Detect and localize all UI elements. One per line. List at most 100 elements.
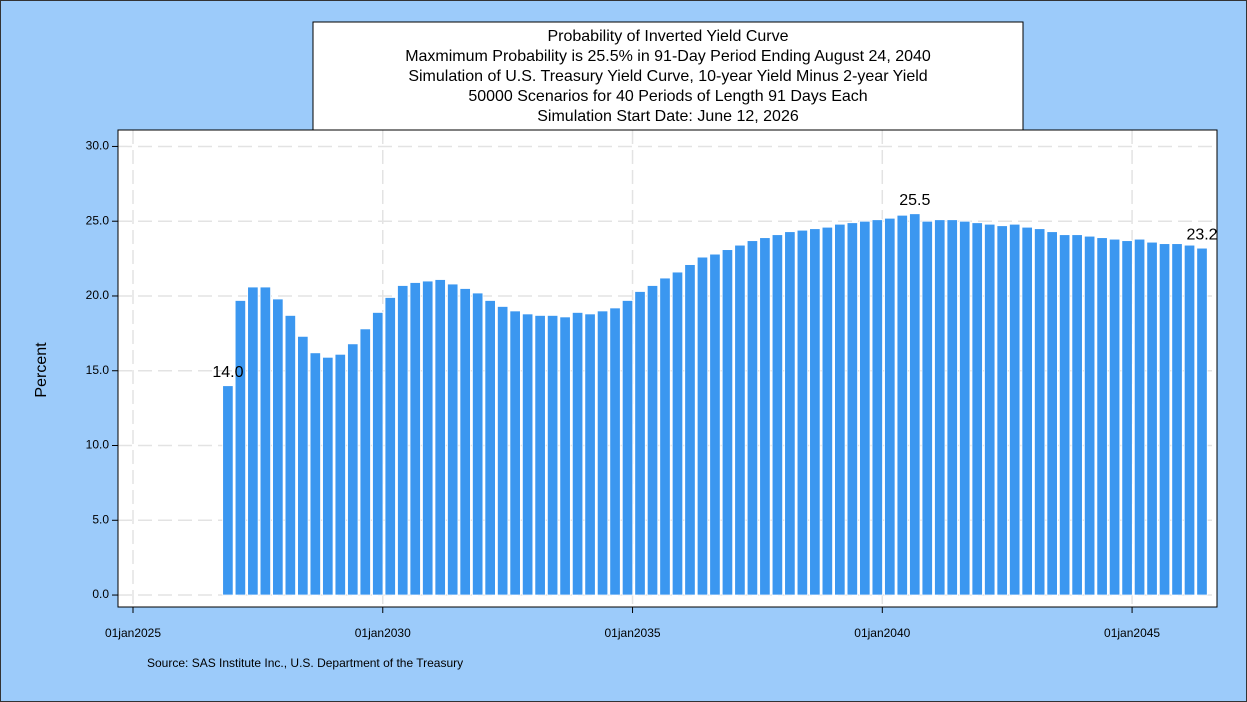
y-tick-label: 30.0 [86, 139, 110, 153]
y-tick-label: 25.0 [86, 213, 110, 227]
bar [334, 353, 346, 596]
value-label: 14.0 [212, 364, 243, 381]
bar [559, 316, 571, 596]
bar [1046, 231, 1058, 596]
value-label: 25.5 [899, 192, 930, 209]
bar [809, 228, 821, 596]
bar [1058, 234, 1071, 596]
bar [1171, 243, 1183, 596]
bar [434, 279, 446, 596]
y-tick-label: 20.0 [86, 288, 110, 302]
bar [297, 335, 309, 596]
bar [497, 306, 509, 596]
subtitle: Simulation Start Date: June 12, 2026 [537, 108, 799, 125]
bar [234, 300, 247, 596]
x-tick-label: 01jan2025 [105, 626, 161, 640]
bar [484, 300, 496, 596]
bar [684, 264, 696, 596]
bar [771, 234, 784, 596]
y-axis-label: Percent [33, 342, 50, 398]
subtitle: Simulation of U.S. Treasury Yield Curve,… [408, 68, 927, 85]
y-tick-label: 5.0 [92, 512, 109, 526]
title-box [312, 21, 1024, 131]
bar [859, 220, 871, 596]
bar [359, 328, 371, 596]
bar [222, 385, 234, 596]
subtitle: 50000 Scenarios for 40 Periods of Length… [468, 88, 867, 105]
bar [609, 307, 621, 596]
bar [909, 213, 921, 596]
bar [646, 285, 659, 596]
bar [996, 225, 1008, 596]
bar [884, 217, 896, 596]
bar [521, 313, 534, 596]
bar [696, 256, 709, 596]
bar [671, 271, 684, 596]
bar [784, 231, 796, 596]
bar [871, 219, 883, 596]
x-tick-label: 01jan2045 [1104, 626, 1160, 640]
x-tick-label: 01jan2040 [854, 626, 910, 640]
bar [397, 285, 409, 596]
bar [409, 282, 421, 596]
bar [1146, 241, 1158, 596]
bar [659, 277, 671, 596]
bar [259, 286, 272, 596]
bar [971, 222, 983, 596]
bar [959, 220, 971, 596]
bar [1096, 237, 1108, 596]
bar [347, 343, 359, 596]
bar [759, 237, 771, 596]
bar [447, 283, 459, 596]
source-note: Source: SAS Institute Inc., U.S. Departm… [147, 656, 463, 670]
bar [1108, 238, 1121, 596]
bar [821, 226, 833, 596]
bar [921, 220, 933, 596]
bar [1183, 244, 1196, 596]
bar [584, 313, 596, 596]
bar [1083, 235, 1096, 596]
bar [472, 292, 484, 596]
bar [896, 214, 908, 596]
chart-title: Probability of Inverted Yield Curve [547, 28, 788, 45]
bar [946, 219, 958, 596]
bar [284, 315, 296, 596]
bar [1121, 240, 1133, 596]
y-tick-label: 0.0 [92, 587, 109, 601]
bar [734, 244, 746, 596]
bar [846, 222, 858, 596]
bar [596, 310, 609, 596]
bar [796, 229, 809, 596]
y-tick-label: 10.0 [86, 438, 110, 452]
bar [634, 291, 646, 596]
bar [309, 352, 321, 596]
bar [721, 249, 734, 596]
bar [384, 297, 396, 596]
bar [459, 288, 471, 596]
bar [534, 315, 546, 596]
bar [709, 253, 721, 596]
bar [372, 312, 384, 596]
bar [1021, 226, 1033, 596]
subtitle: Maxmimum Probability is 25.5% in 91-Day … [405, 48, 931, 65]
bar [934, 219, 946, 596]
bar [1158, 243, 1171, 596]
value-label: 23.2 [1186, 226, 1217, 243]
bar [247, 286, 259, 596]
x-tick-label: 01jan2035 [605, 626, 661, 640]
bar [1196, 247, 1208, 596]
bar [509, 310, 521, 596]
bar [1034, 228, 1046, 596]
bar [272, 298, 284, 596]
bar [834, 223, 846, 596]
bar [1071, 234, 1083, 596]
bar [422, 280, 434, 596]
bar [746, 240, 759, 596]
bar [546, 315, 559, 596]
y-tick-label: 15.0 [86, 363, 110, 377]
bar [322, 356, 334, 596]
x-tick-label: 01jan2030 [355, 626, 411, 640]
bar [984, 223, 996, 596]
bar [571, 312, 584, 596]
bar [1133, 238, 1146, 596]
